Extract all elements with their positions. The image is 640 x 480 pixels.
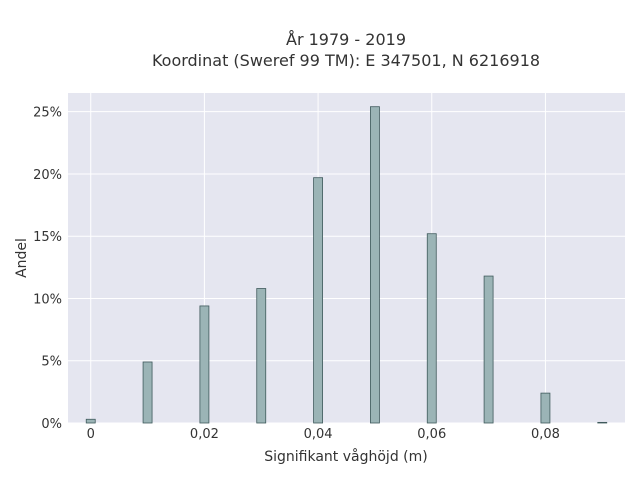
x-axis-title: Signifikant våghöjd (m) bbox=[264, 448, 427, 465]
bar-3 bbox=[256, 288, 267, 424]
y-tick-label-0: 0% bbox=[41, 417, 62, 432]
y-tick-label-3: 15% bbox=[33, 230, 62, 245]
bar-2 bbox=[199, 305, 210, 424]
y-tick-label-2: 10% bbox=[33, 292, 62, 307]
x-axis-ticks: 0 0,02 0,04 0,06 0,08 bbox=[87, 427, 560, 442]
bar-series bbox=[85, 106, 608, 424]
plot-area bbox=[68, 93, 625, 423]
bar-6 bbox=[426, 233, 437, 424]
bar-7 bbox=[483, 275, 494, 424]
chart-title-line-1: År 1979 - 2019 bbox=[286, 30, 406, 49]
bar-5 bbox=[370, 106, 380, 424]
y-tick-label-5: 25% bbox=[33, 106, 62, 121]
x-tick-label-4: 0,08 bbox=[531, 427, 560, 442]
chart-title-line-2: Koordinat (Sweref 99 TM): E 347501, N 62… bbox=[152, 51, 540, 70]
y-tick-label-4: 20% bbox=[33, 168, 62, 183]
x-tick-label-1: 0,02 bbox=[190, 427, 219, 442]
bar-0 bbox=[85, 418, 96, 424]
bar-4 bbox=[313, 177, 323, 424]
y-axis-ticks: 0% 5% 10% 15% 20% 25% bbox=[33, 106, 62, 432]
y-tick-label-1: 5% bbox=[41, 355, 62, 370]
x-tick-label-3: 0,06 bbox=[417, 427, 446, 442]
bar-1 bbox=[142, 361, 153, 424]
x-tick-label-0: 0 bbox=[87, 427, 95, 442]
y-axis-title: Andel bbox=[14, 238, 30, 278]
bar-9 bbox=[597, 421, 608, 424]
x-tick-label-2: 0,04 bbox=[304, 427, 333, 442]
bar-8 bbox=[540, 392, 551, 424]
